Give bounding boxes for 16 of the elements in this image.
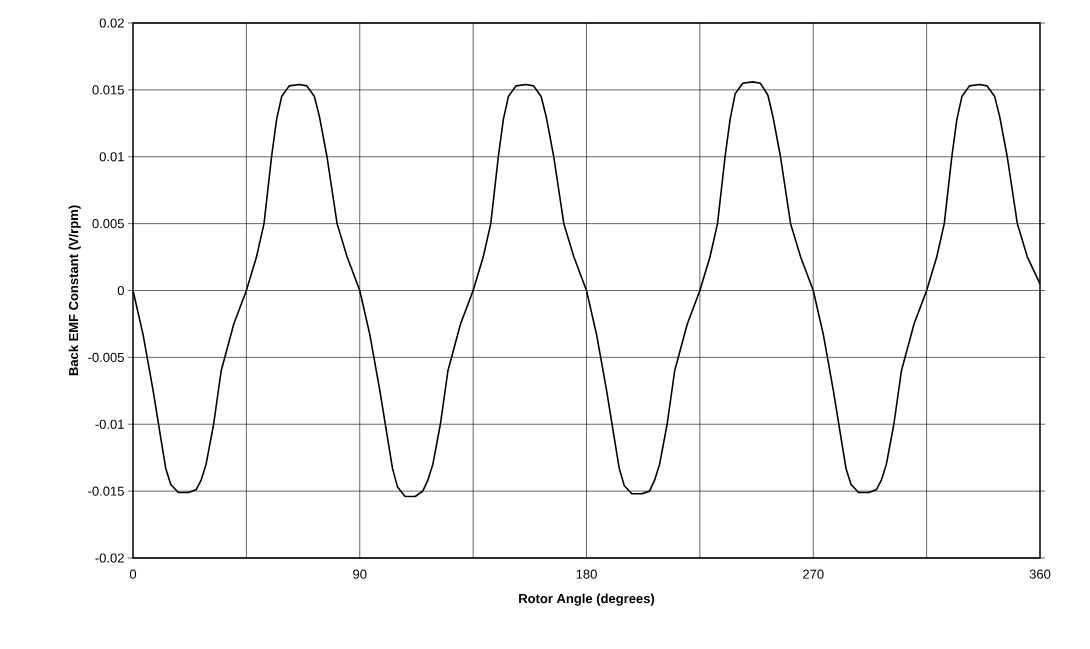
y-tick-label: 0.01	[99, 152, 124, 162]
x-tick-label: 180	[576, 569, 597, 579]
x-tick-label: 0	[129, 569, 137, 579]
x-tick-label: 90	[353, 569, 367, 579]
x-tick-label: 270	[803, 569, 824, 579]
y-axis-title: Back EMF Constant (V/rpm)	[68, 205, 81, 376]
y-tick-label: 0.005	[92, 219, 124, 229]
x-tick-label: 360	[1029, 569, 1051, 579]
y-tick-label: -0.015	[88, 486, 124, 496]
y-tick-label: -0.02	[95, 553, 124, 563]
x-axis-title: Rotor Angle (degrees)	[519, 593, 655, 606]
y-tick-label: 0.015	[92, 85, 124, 95]
y-tick-label: -0.01	[95, 419, 124, 429]
y-tick-label: 0.02	[99, 18, 124, 28]
y-tick-label: -0.005	[88, 352, 124, 362]
y-tick-label: 0	[117, 285, 124, 296]
